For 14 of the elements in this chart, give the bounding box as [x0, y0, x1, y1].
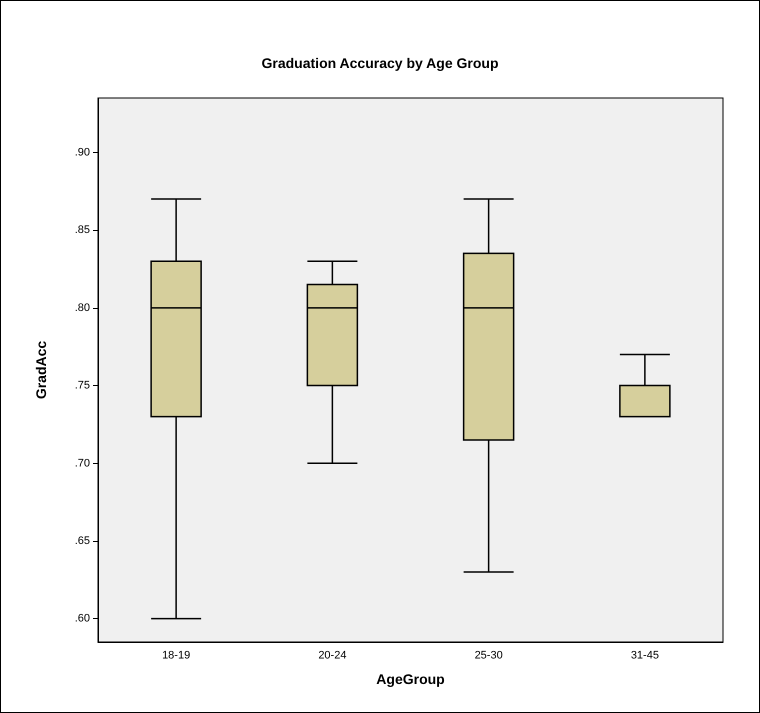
y-tick-label: .90	[74, 146, 90, 158]
chart-title: Graduation Accuracy by Age Group	[261, 55, 499, 71]
y-tick-label: .60	[74, 612, 90, 625]
x-axis-title: AgeGroup	[376, 671, 445, 687]
x-tick-label: 18-19	[162, 650, 190, 662]
y-tick-label: .70	[74, 457, 90, 470]
y-tick-label: .85	[74, 224, 90, 236]
y-tick-label: .80	[74, 302, 90, 314]
y-axis-title: GradAcc	[33, 340, 49, 400]
y-tick-label: .65	[74, 534, 90, 547]
y-tick-label: .75	[74, 380, 90, 392]
x-tick-label: 31-45	[630, 650, 659, 662]
x-tick-label: 20-24	[318, 650, 346, 662]
x-tick-label: 25-30	[474, 650, 503, 662]
